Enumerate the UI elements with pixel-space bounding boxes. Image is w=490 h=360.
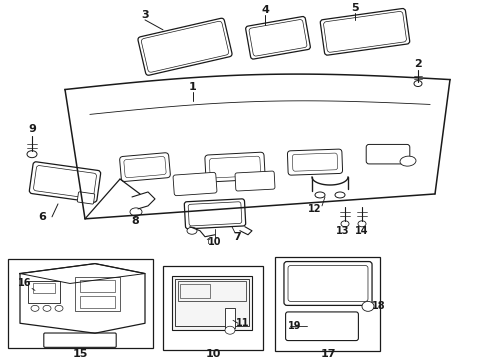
Ellipse shape (31, 305, 39, 311)
Bar (275, 257, 380, 351)
Bar (80, 280, 115, 292)
Bar (172, 275, 252, 330)
Ellipse shape (130, 208, 142, 216)
FancyBboxPatch shape (173, 172, 217, 196)
Text: 4: 4 (261, 5, 269, 15)
Text: 3: 3 (141, 10, 149, 20)
Bar (178, 282, 246, 301)
Ellipse shape (43, 305, 51, 311)
Text: 9: 9 (28, 124, 36, 134)
Text: 17: 17 (320, 349, 336, 359)
Ellipse shape (187, 227, 197, 234)
Ellipse shape (362, 301, 374, 311)
Bar (80, 296, 115, 309)
Text: 18: 18 (372, 301, 386, 311)
FancyBboxPatch shape (286, 312, 358, 341)
FancyBboxPatch shape (44, 333, 116, 347)
Ellipse shape (55, 305, 63, 311)
Ellipse shape (414, 81, 422, 86)
FancyBboxPatch shape (235, 171, 275, 191)
Ellipse shape (225, 326, 235, 334)
Ellipse shape (358, 221, 366, 227)
FancyBboxPatch shape (138, 18, 232, 75)
Bar (163, 266, 263, 350)
Text: 13: 13 (336, 226, 350, 236)
Text: 15: 15 (73, 349, 88, 359)
Text: ↑: ↑ (204, 237, 212, 246)
Text: 12: 12 (308, 204, 322, 214)
Text: 1: 1 (189, 81, 197, 91)
Bar (180, 284, 210, 298)
Text: 8: 8 (131, 216, 139, 226)
FancyBboxPatch shape (120, 153, 171, 181)
Bar (33, 283, 55, 293)
FancyBboxPatch shape (284, 262, 372, 305)
Text: 2: 2 (414, 59, 422, 69)
Bar (175, 279, 249, 326)
Ellipse shape (400, 156, 416, 166)
Ellipse shape (341, 221, 349, 227)
Text: 19: 19 (288, 321, 302, 331)
FancyBboxPatch shape (245, 17, 310, 59)
Text: 7: 7 (233, 232, 241, 242)
FancyBboxPatch shape (205, 152, 265, 182)
Text: 16: 16 (18, 279, 32, 288)
FancyBboxPatch shape (288, 149, 343, 175)
Text: 14: 14 (355, 226, 369, 236)
Text: 11: 11 (236, 318, 250, 328)
Bar (28, 282, 60, 303)
Bar (8, 258, 153, 348)
FancyBboxPatch shape (320, 9, 410, 55)
FancyBboxPatch shape (29, 162, 100, 202)
Text: 5: 5 (351, 3, 359, 13)
Bar (75, 276, 120, 311)
Ellipse shape (335, 192, 345, 198)
Text: 10: 10 (205, 349, 221, 359)
FancyBboxPatch shape (77, 192, 95, 204)
Text: 10: 10 (208, 237, 222, 247)
FancyBboxPatch shape (184, 199, 245, 229)
Text: 6: 6 (38, 212, 46, 222)
Bar (225, 309, 235, 328)
FancyBboxPatch shape (366, 144, 410, 164)
Ellipse shape (315, 192, 325, 198)
Ellipse shape (27, 151, 37, 158)
